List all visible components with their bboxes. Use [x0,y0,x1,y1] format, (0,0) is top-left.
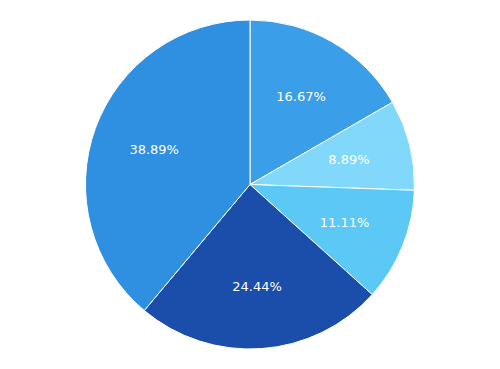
data-labels: 16.67% 8.89% 11.11% 24.44% 38.89% [129,89,369,294]
data-label: 38.89% [129,142,179,157]
pie-slice [85,20,250,311]
slices [85,20,414,349]
data-label: 8.89% [328,152,369,167]
data-label: 11.11% [320,215,370,230]
chart-container: 16.67% 8.89% 11.11% 24.44% 38.89% [0,0,500,369]
data-label: 16.67% [276,89,326,104]
pie-slice [250,102,414,190]
chart-svg: 16.67% 8.89% 11.11% 24.44% 38.89% [0,0,500,369]
data-label: 24.44% [232,279,282,294]
pie-group: 16.67% 8.89% 11.11% 24.44% 38.89% [85,20,414,349]
